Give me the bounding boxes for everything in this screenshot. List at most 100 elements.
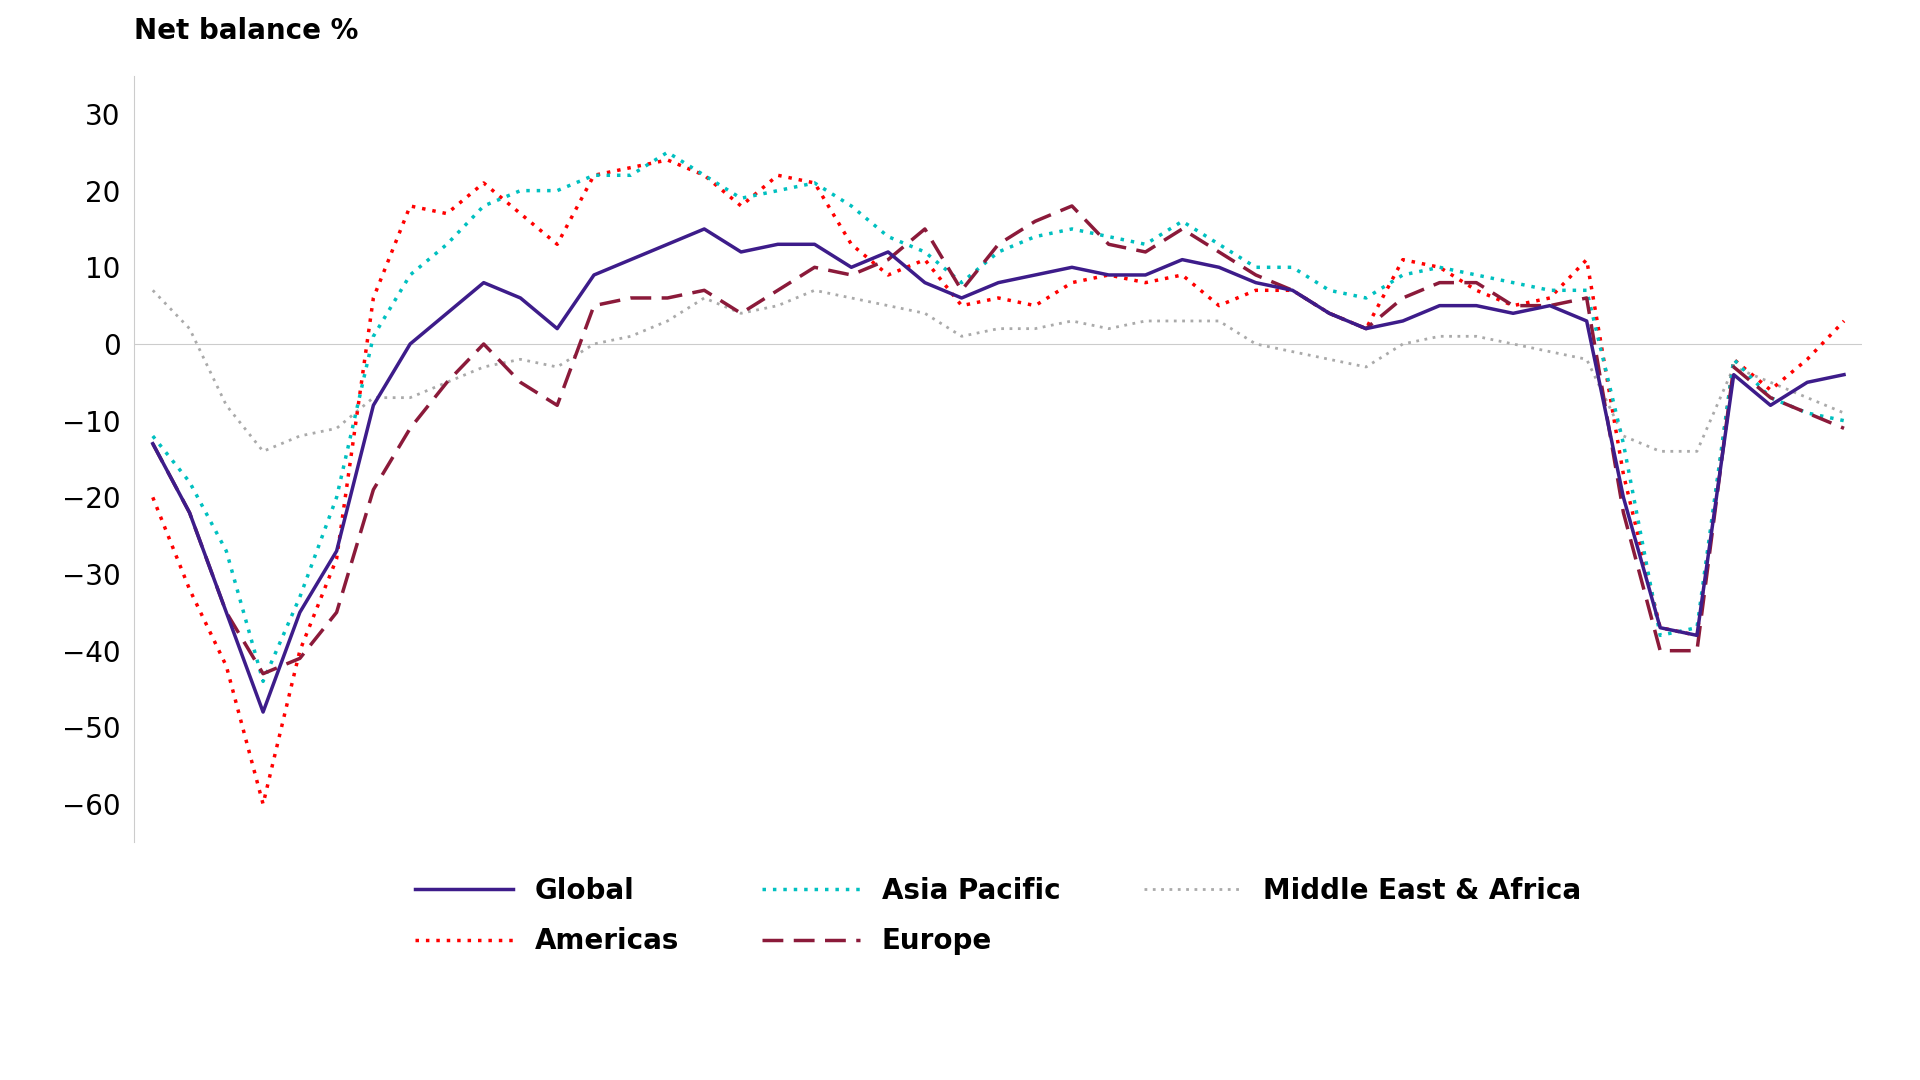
Global <box>436 307 459 320</box>
Middle East & Africa <box>1832 406 1855 419</box>
Europe <box>1060 200 1083 213</box>
Americas <box>620 161 643 174</box>
Europe <box>1171 222 1194 235</box>
Americas <box>1060 276 1083 289</box>
Europe <box>142 437 165 450</box>
Middle East & Africa <box>839 292 862 305</box>
Asia Pacific <box>693 168 716 181</box>
Americas <box>1501 299 1524 312</box>
Global <box>1208 260 1231 273</box>
Asia Pacific <box>1649 629 1672 642</box>
Europe <box>803 260 826 273</box>
Middle East & Africa <box>620 329 643 342</box>
Global <box>324 544 348 557</box>
Europe <box>1649 644 1672 657</box>
Asia Pacific <box>1096 230 1119 243</box>
Middle East & Africa <box>252 445 275 458</box>
Asia Pacific <box>1281 260 1304 273</box>
Americas <box>1171 269 1194 282</box>
Americas <box>1135 276 1158 289</box>
Line: Middle East & Africa: Middle East & Africa <box>154 291 1843 451</box>
Asia Pacific <box>509 184 532 197</box>
Middle East & Africa <box>1060 314 1083 327</box>
Middle East & Africa <box>950 329 973 342</box>
Asia Pacific <box>914 245 937 258</box>
Middle East & Africa <box>987 322 1010 335</box>
Asia Pacific <box>877 230 900 243</box>
Asia Pacific <box>1686 621 1709 634</box>
Americas <box>1023 299 1046 312</box>
Middle East & Africa <box>1722 361 1745 374</box>
Asia Pacific <box>288 591 311 604</box>
Asia Pacific <box>1171 215 1194 228</box>
Americas <box>1574 253 1597 266</box>
Americas <box>1096 269 1119 282</box>
Global <box>877 245 900 258</box>
Americas <box>1281 284 1304 297</box>
Europe <box>1354 322 1377 335</box>
Europe <box>215 606 238 619</box>
Asia Pacific <box>839 200 862 213</box>
Global <box>1060 260 1083 273</box>
Americas <box>1613 468 1636 481</box>
Global <box>657 238 680 251</box>
Legend: Global, Americas, Asia Pacific, Europe, Middle East & Africa: Global, Americas, Asia Pacific, Europe, … <box>405 866 1592 967</box>
Global <box>1023 269 1046 282</box>
Americas <box>436 207 459 220</box>
Europe <box>657 292 680 305</box>
Asia Pacific <box>399 269 422 282</box>
Asia Pacific <box>1023 230 1046 243</box>
Global <box>1392 314 1415 327</box>
Americas <box>1392 253 1415 266</box>
Global <box>620 253 643 266</box>
Americas <box>693 168 716 181</box>
Americas <box>839 238 862 251</box>
Europe <box>399 422 422 435</box>
Asia Pacific <box>215 544 238 557</box>
Global <box>1722 368 1745 381</box>
Global <box>1649 621 1672 634</box>
Asia Pacific <box>1538 284 1561 297</box>
Asia Pacific <box>1392 269 1415 282</box>
Europe <box>509 376 532 389</box>
Asia Pacific <box>1722 353 1745 366</box>
Europe <box>1722 361 1745 374</box>
Middle East & Africa <box>1392 337 1415 350</box>
Asia Pacific <box>582 168 605 181</box>
Global <box>179 507 202 519</box>
Global <box>1135 269 1158 282</box>
Global <box>766 238 789 251</box>
Global <box>1832 368 1855 381</box>
Europe <box>987 238 1010 251</box>
Europe <box>1795 406 1818 419</box>
Middle East & Africa <box>1171 314 1194 327</box>
Asia Pacific <box>436 238 459 251</box>
Global <box>472 276 495 289</box>
Asia Pacific <box>1354 292 1377 305</box>
Europe <box>179 507 202 519</box>
Americas <box>215 660 238 673</box>
Global <box>1428 299 1452 312</box>
Americas <box>1465 284 1488 297</box>
Europe <box>877 253 900 266</box>
Global <box>1795 376 1818 389</box>
Middle East & Africa <box>1613 430 1636 443</box>
Global <box>288 606 311 619</box>
Europe <box>1465 276 1488 289</box>
Line: Asia Pacific: Asia Pacific <box>154 152 1843 681</box>
Europe <box>324 606 348 619</box>
Global <box>1317 307 1340 320</box>
Middle East & Africa <box>1281 346 1304 359</box>
Americas <box>472 176 495 189</box>
Middle East & Africa <box>1244 337 1267 350</box>
Global <box>509 292 532 305</box>
Global <box>361 399 384 411</box>
Europe <box>620 292 643 305</box>
Europe <box>472 337 495 350</box>
Asia Pacific <box>1208 238 1231 251</box>
Middle East & Africa <box>472 361 495 374</box>
Americas <box>1832 314 1855 327</box>
Europe <box>1613 507 1636 519</box>
Asia Pacific <box>1317 284 1340 297</box>
Europe <box>1096 238 1119 251</box>
